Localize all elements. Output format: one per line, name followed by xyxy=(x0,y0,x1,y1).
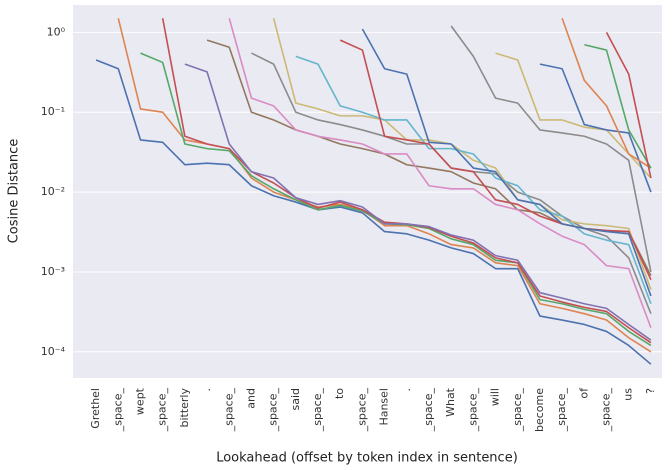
x-tick-label: Hansel xyxy=(378,388,391,426)
x-tick-label: to xyxy=(333,388,346,399)
series-line xyxy=(561,18,652,169)
x-tick-label: _space_ xyxy=(555,388,568,433)
x-tick-label: _space_ xyxy=(422,388,435,433)
x-tick-label: _space_ xyxy=(311,388,324,433)
x-tick-label: bitterly xyxy=(178,388,191,428)
lines xyxy=(95,18,652,365)
x-tick-label: will xyxy=(489,388,502,406)
series-line xyxy=(495,52,652,179)
x-tick-label: . xyxy=(400,388,413,392)
y-tick-label: 10⁻¹ xyxy=(41,105,65,118)
x-tick-label: us xyxy=(622,388,635,401)
y-tick-label: 10⁻³ xyxy=(41,265,65,278)
x-tick-label: What xyxy=(444,387,457,417)
x-tick-label: _space_ xyxy=(466,388,479,433)
series-line xyxy=(184,63,652,341)
x-tick-label: _space_ xyxy=(355,388,368,433)
y-tick-label: 10⁰ xyxy=(47,25,66,38)
x-tick-label: _space_ xyxy=(511,388,524,433)
x-tick-label: Grethel xyxy=(89,388,102,429)
x-tick-label: and xyxy=(244,388,257,409)
series-line xyxy=(605,31,652,179)
y-tick-label: 10⁻² xyxy=(41,185,65,198)
x-tick-label: of xyxy=(577,387,590,399)
y-tick-label: 10⁻⁴ xyxy=(41,345,66,358)
x-axis-title: Lookahead (offset by token index in sent… xyxy=(216,451,518,466)
series-line xyxy=(295,55,652,305)
x-tick-label: _space_ xyxy=(222,388,235,433)
labels: 10⁰ 10⁻¹ 10⁻² 10⁻³ 10⁻⁴ Grethel _space_ wept _sp… xyxy=(41,25,657,432)
y-axis-title: Cosine Distance xyxy=(7,139,22,244)
series-line xyxy=(539,63,652,193)
series-line xyxy=(95,59,652,365)
series-line xyxy=(361,28,652,297)
x-tick-label: wept xyxy=(133,387,146,415)
x-tick-label: _space_ xyxy=(267,388,280,433)
x-tick-label: _space_ xyxy=(156,388,169,433)
series-line xyxy=(228,18,652,329)
x-tick-label: _space_ xyxy=(600,388,613,433)
x-tick-label: . xyxy=(200,388,213,392)
grid xyxy=(73,31,662,353)
series-line xyxy=(584,43,652,169)
x-tick-label: said xyxy=(289,388,302,411)
x-tick-label: _space_ xyxy=(111,388,124,433)
series-line xyxy=(450,25,652,273)
x-tick-label: ? xyxy=(644,388,657,394)
x-tick-label: become xyxy=(533,388,546,432)
series-line xyxy=(272,18,652,290)
